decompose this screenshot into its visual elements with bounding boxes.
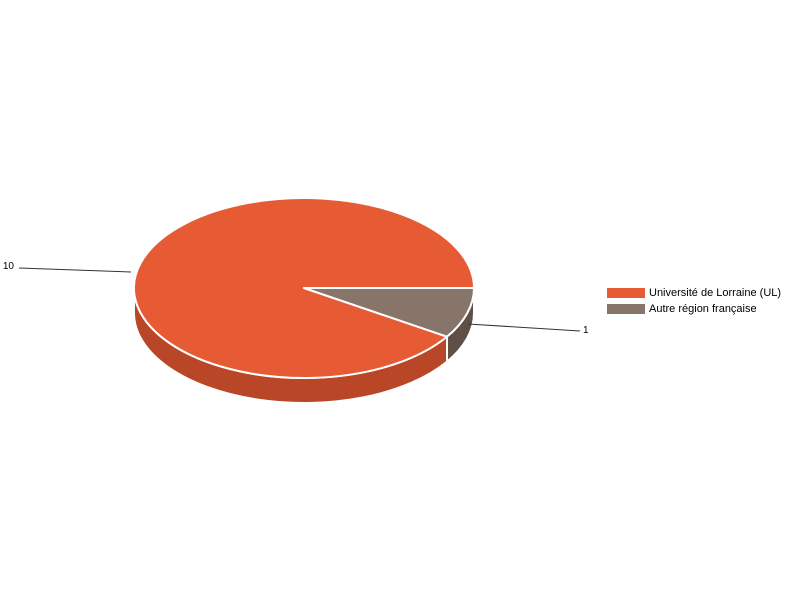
pie-slices <box>133 197 475 404</box>
data-label-slice-1: 1 <box>583 325 589 336</box>
legend-swatch-autre-region-icon <box>607 303 645 314</box>
legend-item-1: Autre région française <box>607 301 781 316</box>
legend: Université de Lorraine (UL) Autre région… <box>607 285 781 317</box>
legend-label-0: Université de Lorraine (UL) <box>649 286 782 299</box>
legend-item-0: Université de Lorraine (UL) <box>607 285 781 300</box>
legend-label-1: Autre région française <box>649 302 757 315</box>
leader-line-slice-1 <box>467 323 581 332</box>
legend-swatch-universite-icon <box>607 287 645 298</box>
leader-line-slice-0 <box>18 267 132 273</box>
data-label-slice-0: 10 <box>2 261 14 272</box>
leader-lines <box>18 267 581 332</box>
pie-slice-1-top <box>303 287 475 338</box>
